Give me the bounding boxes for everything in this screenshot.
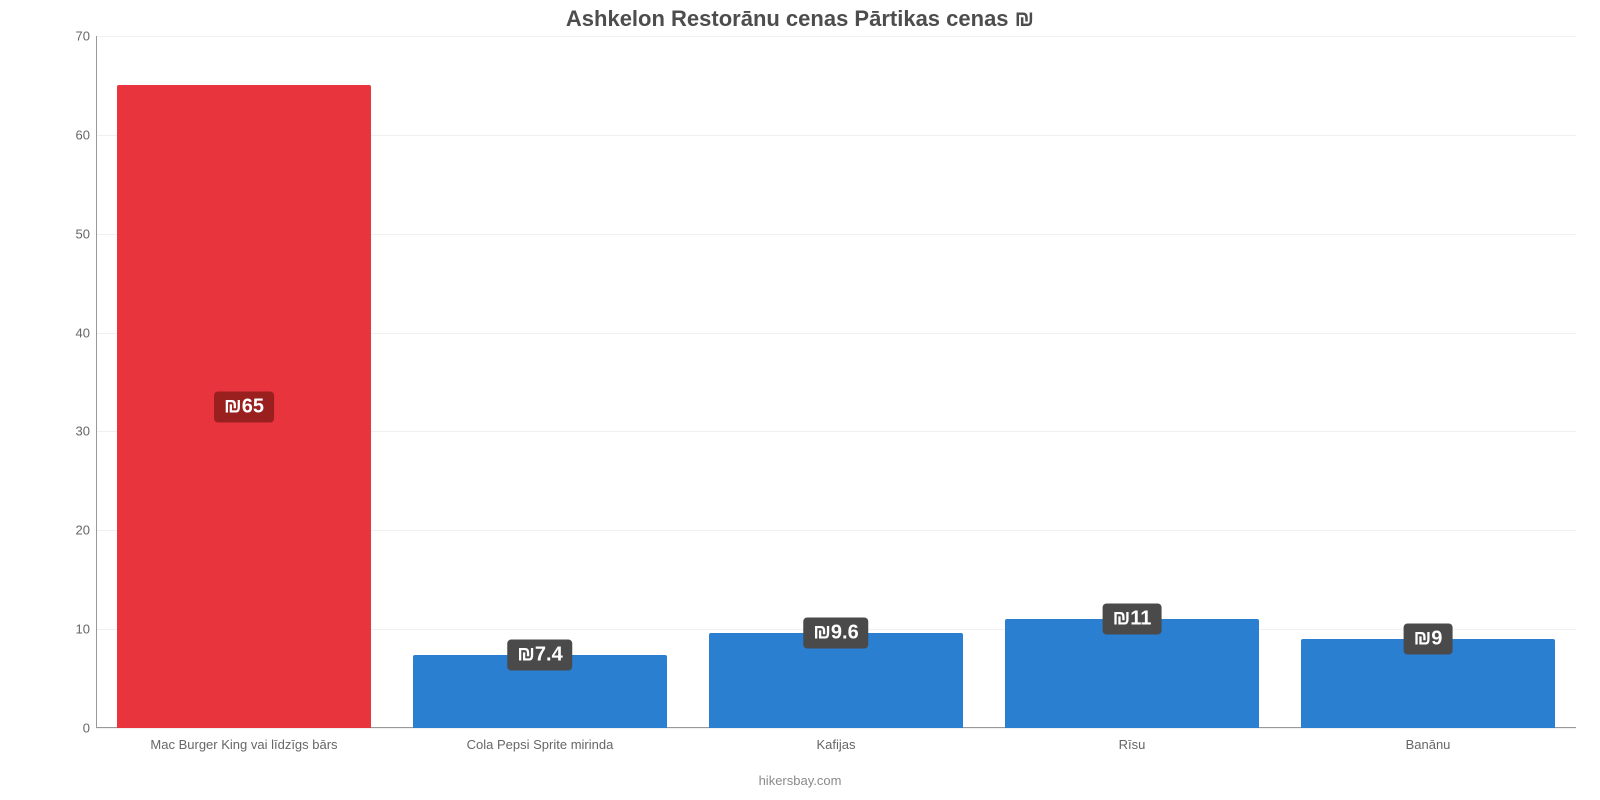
x-axis-label: Banānu [1280,737,1576,752]
x-axis-labels: Mac Burger King vai līdzīgs bārsCola Pep… [96,737,1576,752]
bar-slot: ₪65 [96,36,392,728]
credit-text: hikersbay.com [0,773,1600,788]
plot-area: 010203040506070 ₪65₪7.4₪9.6₪11₪9 Mac Bur… [48,36,1576,728]
bar-slot: ₪7.4 [392,36,688,728]
y-tick-label: 50 [76,226,90,241]
bar: ₪65 [117,85,372,728]
x-axis-label: Cola Pepsi Sprite mirinda [392,737,688,752]
chart-container: Ashkelon Restorānu cenas Pārtikas cenas … [0,0,1600,800]
x-axis-label: Rīsu [984,737,1280,752]
y-tick-label: 70 [76,29,90,44]
bars-group: ₪65 ₪7.4 ₪9.6 ₪11 ₪9 [96,36,1576,728]
bar-slot: ₪9 [1280,36,1576,728]
value-badge: ₪7.4 [507,639,572,670]
value-badge: ₪9.6 [803,618,868,649]
y-tick-label: 30 [76,424,90,439]
value-badge: ₪11 [1103,604,1162,635]
bar-slot: ₪11 [984,36,1280,728]
bar [1005,619,1260,728]
y-axis: 010203040506070 [48,36,96,728]
chart-title: Ashkelon Restorānu cenas Pārtikas cenas … [0,0,1600,32]
grid-line [96,728,1576,729]
x-axis-label: Kafijas [688,737,984,752]
value-badge: ₪65 [214,391,274,422]
y-tick-label: 10 [76,622,90,637]
bar-slot: ₪9.6 [688,36,984,728]
y-tick-label: 0 [83,721,90,736]
value-badge: ₪9 [1404,624,1453,655]
x-axis-label: Mac Burger King vai līdzīgs bārs [96,737,392,752]
y-tick-label: 40 [76,325,90,340]
y-tick-label: 60 [76,127,90,142]
y-tick-label: 20 [76,523,90,538]
